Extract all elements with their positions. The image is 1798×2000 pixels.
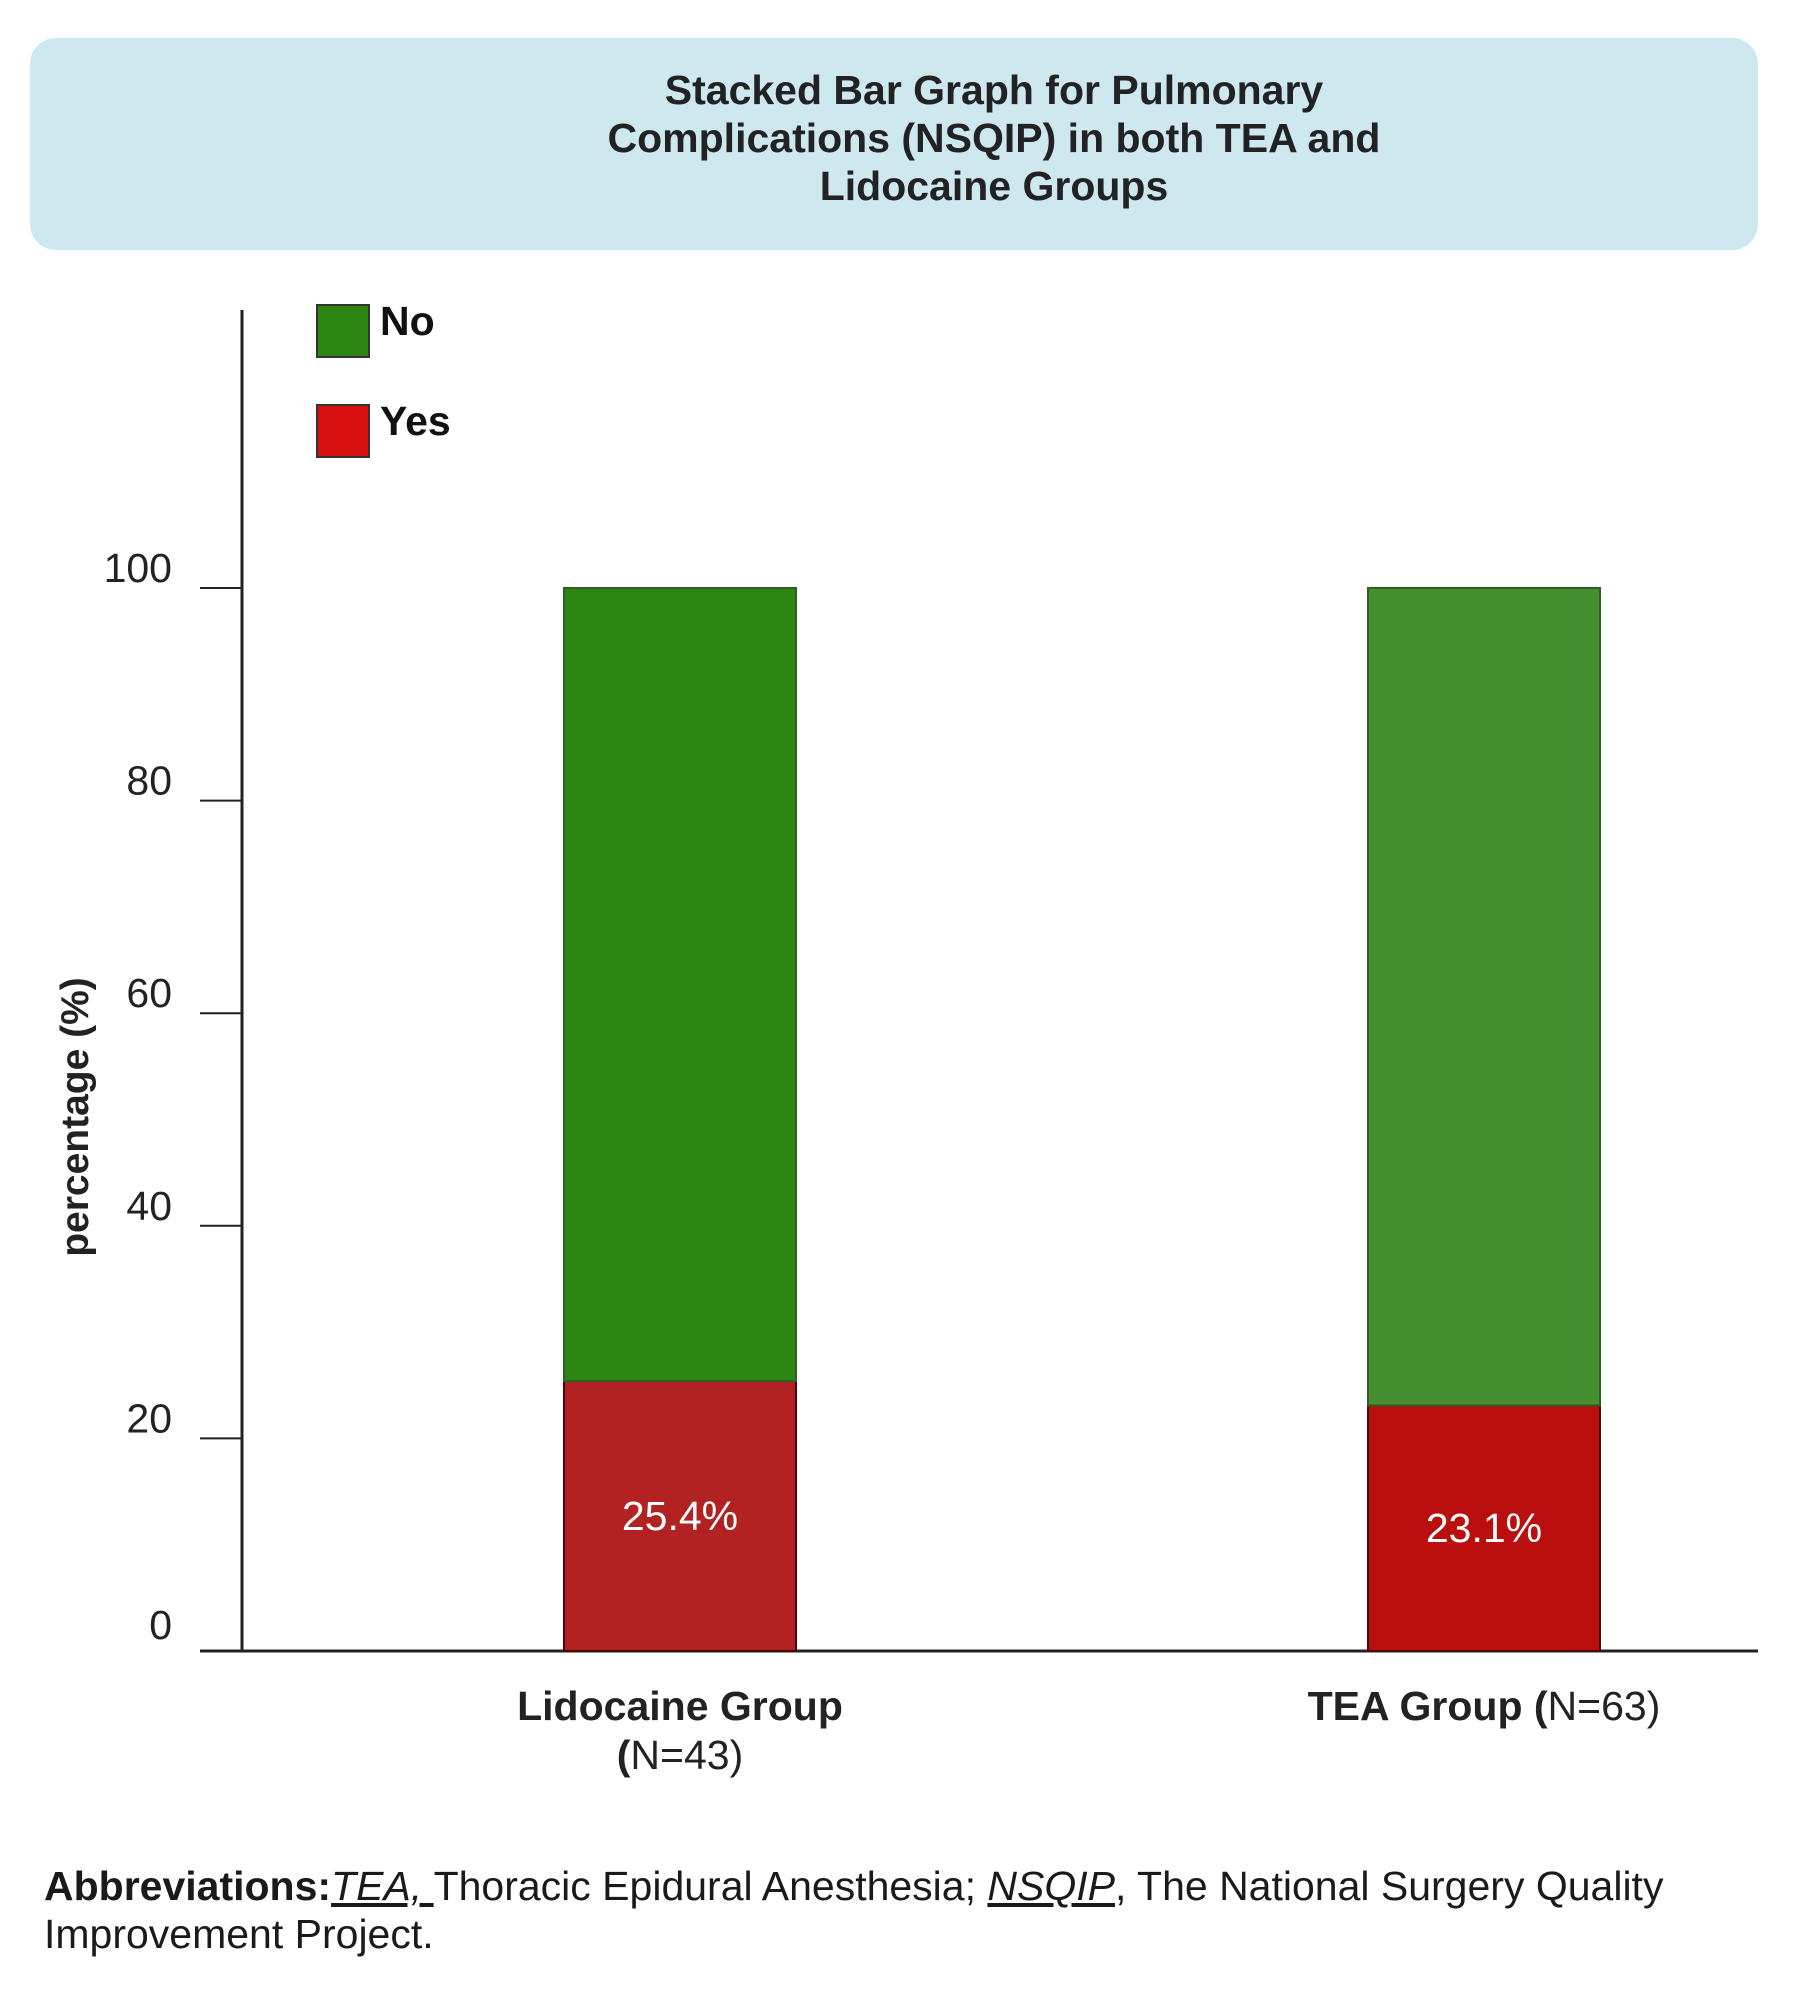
abbr-tea: TEA, [331, 1863, 434, 1909]
abbreviations-lead: Abbreviations: [44, 1863, 332, 1909]
y-tick-label: 40 [126, 1183, 172, 1229]
chart-title: Stacked Bar Graph for Pulmonary Complica… [30, 66, 1758, 210]
y-tick-label: 60 [126, 970, 172, 1016]
chart-title-line-3: Lidocaine Groups [819, 163, 1169, 209]
y-axis-title: percentage (%) [54, 977, 97, 1257]
y-tick-label: 80 [126, 758, 172, 804]
legend-label-no: No [380, 298, 435, 344]
chart-title-line-1: Stacked Bar Graph for Pulmonary [664, 67, 1324, 113]
abbr-nsqip: NSQIP [987, 1863, 1115, 1909]
x-label-tea: TEA Group (N=63) [1308, 1683, 1661, 1729]
bar-segment-no [1367, 587, 1601, 1407]
x-label-lidocaine: Lidocaine Group [517, 1683, 843, 1729]
legend-swatch-no [316, 304, 370, 358]
legend-label-yes: Yes [380, 398, 451, 444]
x-label-lidocaine-n: (N=43) [617, 1732, 743, 1778]
bar-segment-yes [563, 1379, 797, 1653]
y-tick-label: 0 [149, 1602, 172, 1648]
chart-title-line-2: Complications (NSQIP) in both TEA and [607, 115, 1381, 161]
legend: No Yes [316, 298, 451, 458]
legend-swatch-yes [316, 404, 370, 458]
def-tea: Thoracic Epidural Anesthesia; [433, 1863, 988, 1909]
data-label: 25.4% [622, 1493, 738, 1539]
def-nsqip: , The National Surgery Quality Improveme… [44, 1863, 1664, 1957]
stacked-bar-chart: 0 20 40 60 80 100 percentage (%) 25.4% 23.1% No… [54, 298, 1758, 1778]
bar-segment-no [563, 587, 797, 1382]
y-tick-label: 20 [126, 1395, 172, 1441]
x-axis-labels: Lidocaine Group(N=43) TEA Group (N=63) [517, 1683, 1660, 1778]
abbreviations-footnote: Abbreviations:TEA, Thoracic Epidural Ane… [44, 1862, 1784, 1958]
data-label: 23.1% [1426, 1505, 1542, 1551]
title-banner: Stacked Bar Graph for Pulmonary Complica… [30, 38, 1758, 250]
y-tick-label: 100 [104, 545, 172, 591]
bars: 25.4% 23.1% [563, 587, 1601, 1653]
